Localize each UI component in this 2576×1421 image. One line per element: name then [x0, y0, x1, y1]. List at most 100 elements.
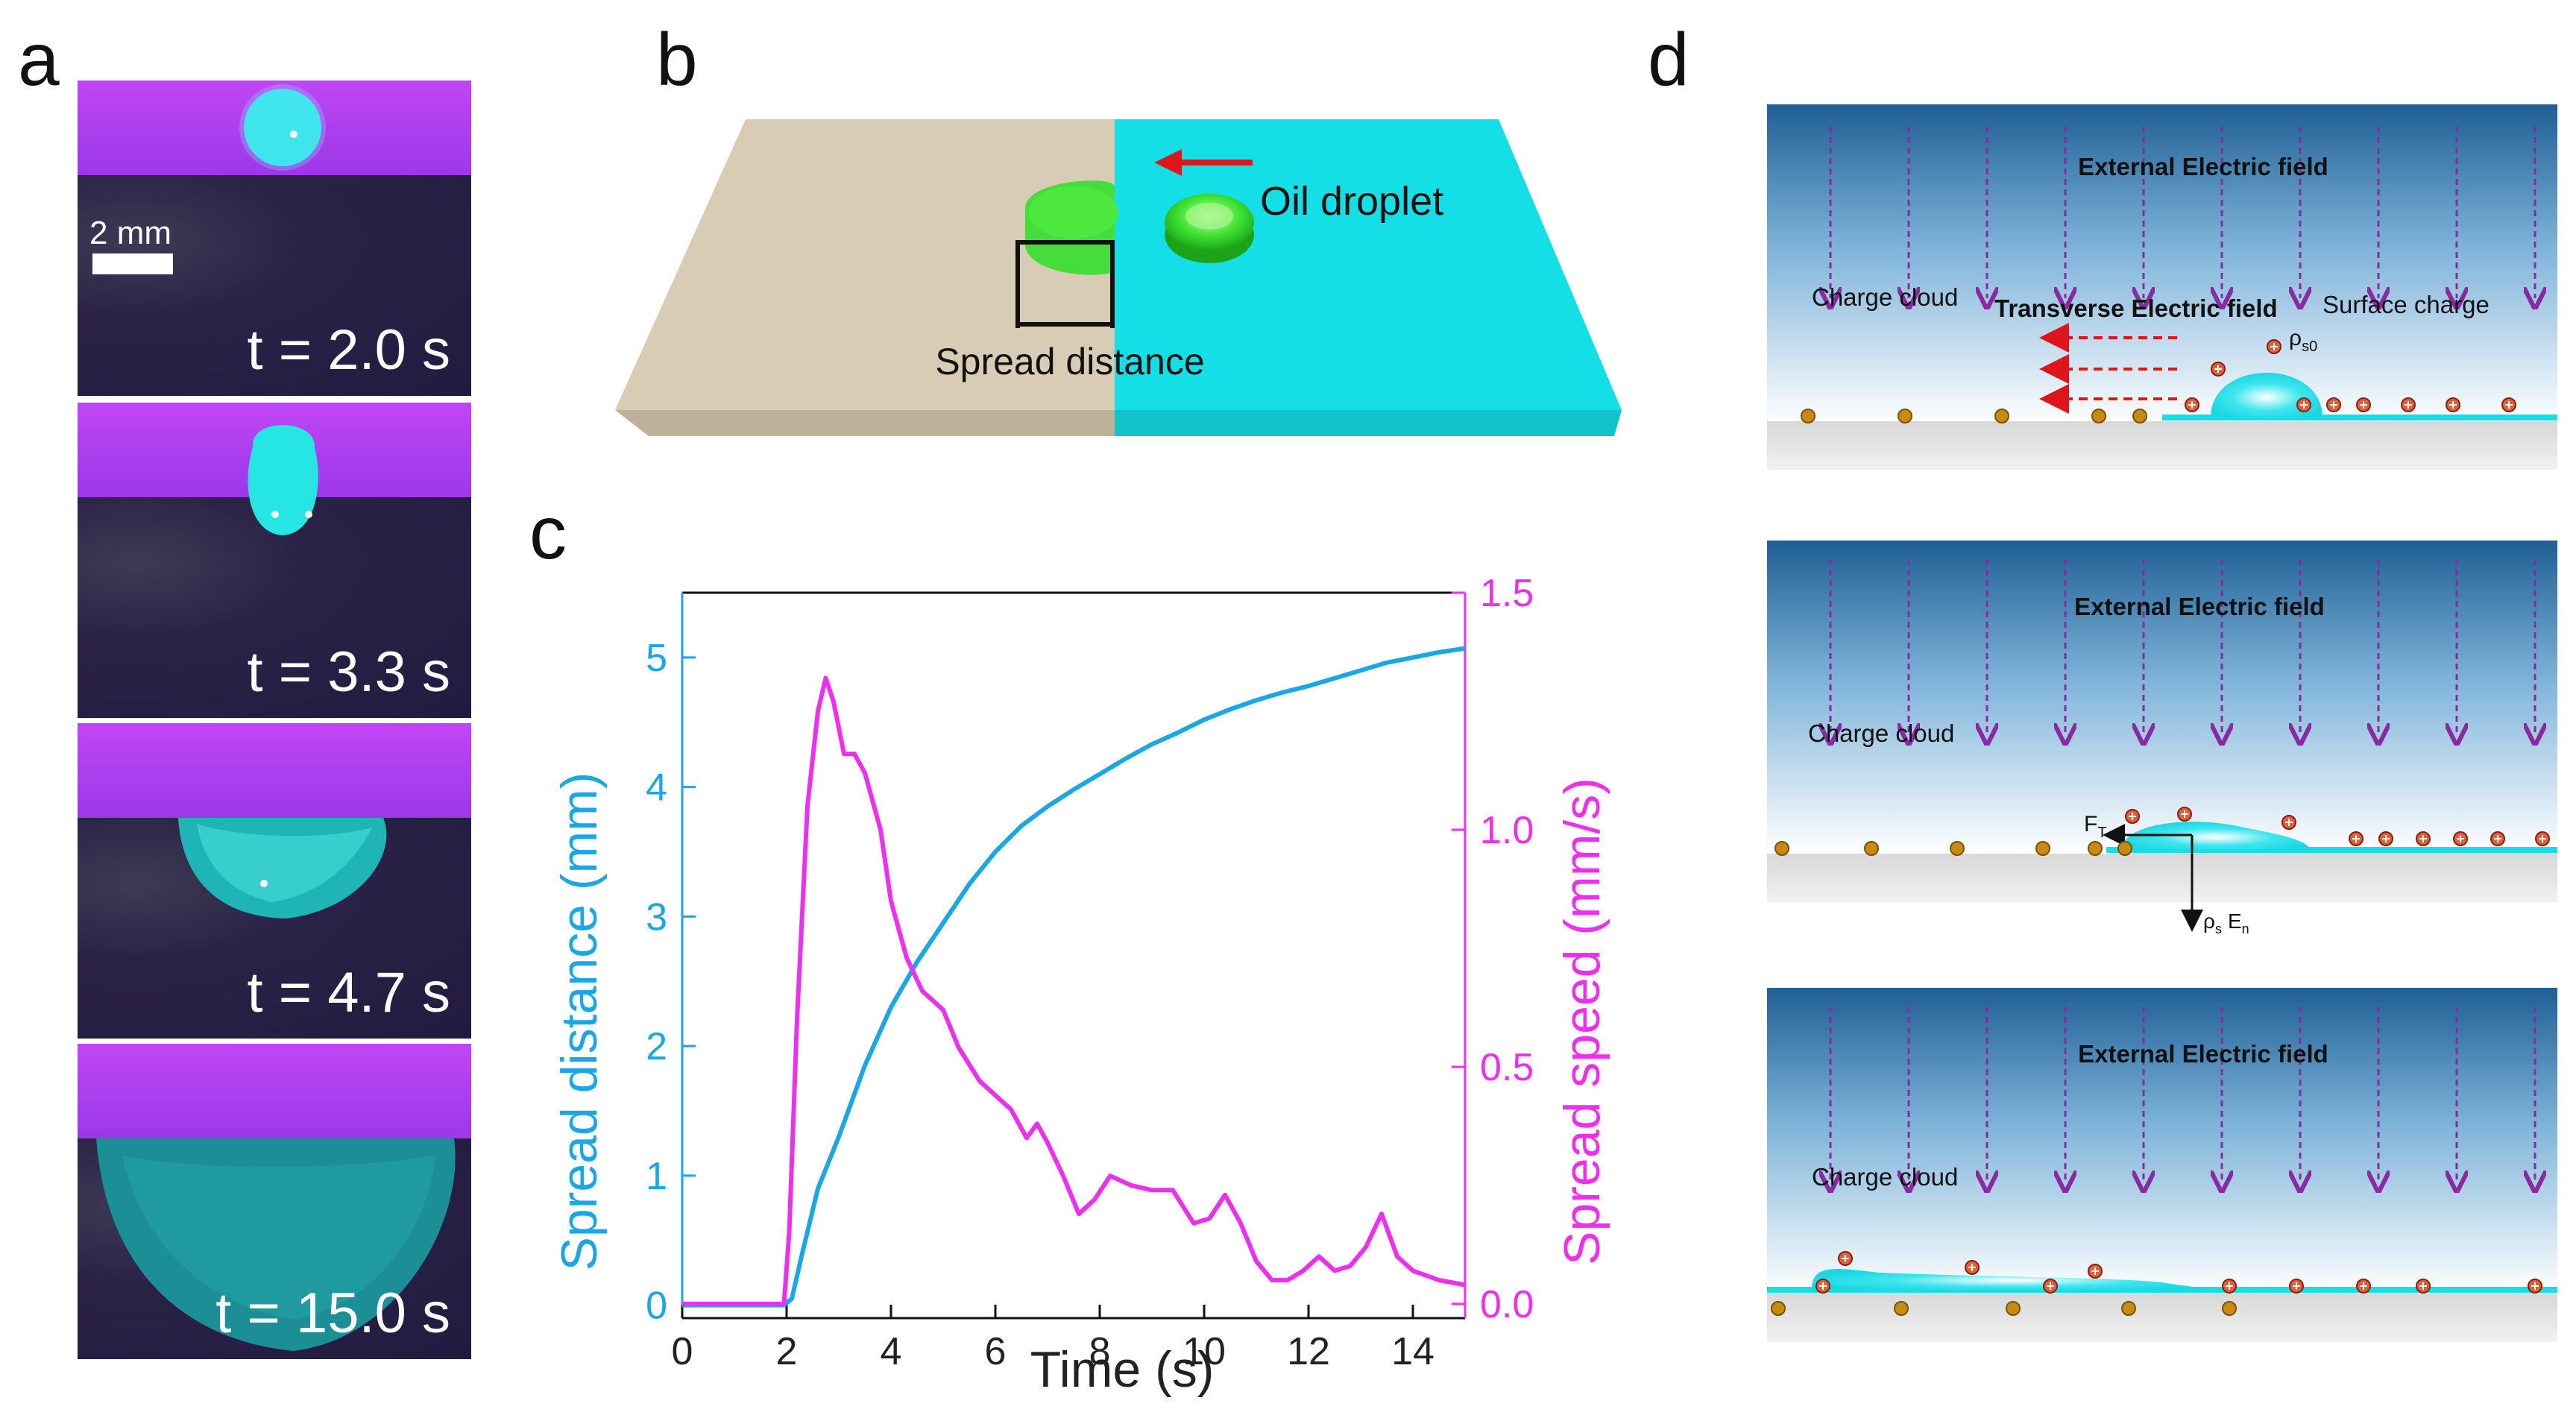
photo-frame-4: t = 15.0 s [78, 1044, 471, 1359]
panel-letter-b: b [656, 18, 698, 101]
rho-s0-label: ρs0 [2289, 326, 2317, 355]
frame-time-label: t = 2.0 s [247, 318, 451, 382]
positive-charge [2289, 1279, 2304, 1294]
droplet-1 [2211, 373, 2323, 418]
x-tick-label: 12 [1287, 1330, 1330, 1373]
positive-charge [2416, 1279, 2431, 1294]
negative-charge [1864, 841, 1879, 856]
x-tick-label: 14 [1391, 1330, 1435, 1373]
photo-frame-2: t = 3.3 s [78, 403, 471, 718]
positive-charge [1816, 1279, 1830, 1294]
negative-charge [1894, 1301, 1909, 1316]
droplet-3 [1812, 1268, 2214, 1290]
schematic-2: External Electric field Charge cloud FT … [1767, 541, 2557, 936]
negative-charge [1771, 1301, 1786, 1316]
x-axis-label: Time (s) [1030, 1341, 1215, 1398]
positive-charge [1838, 1251, 1853, 1266]
negative-charge [2006, 1301, 2021, 1316]
negative-charge [1950, 841, 1965, 856]
charge-cloud-label: Charge cloud [1808, 719, 1954, 747]
positive-charge [2281, 815, 2296, 830]
positive-charge [2222, 1279, 2237, 1294]
positive-charge [2535, 831, 2550, 846]
charge-cloud-label: Charge cloud [1812, 283, 1958, 311]
positive-charge [2356, 1279, 2371, 1294]
negative-charge [2091, 409, 2106, 423]
positive-charge [2088, 1264, 2103, 1279]
negative-charge [1898, 409, 1912, 423]
positive-charge [2528, 1279, 2542, 1294]
spread-bracket [1015, 240, 1115, 328]
negative-charge [2035, 841, 2050, 856]
positive-charge [2267, 339, 2281, 354]
negative-charge [2121, 1301, 2136, 1316]
x-tick-label: 8 [1089, 1330, 1111, 1373]
y-tick-label-right: 1.5 [1480, 572, 1534, 615]
panel-letter-a: a [18, 18, 60, 101]
positive-charge [2211, 362, 2226, 376]
negative-charge [2132, 409, 2147, 423]
positive-charge [2501, 397, 2516, 412]
panel-letter-d: d [1648, 18, 1689, 101]
schematic-3: External Electric field Charge cloud [1767, 988, 2557, 1342]
external-field-label: External Electric field [2078, 153, 2328, 180]
photo-frame-3: t = 4.7 s [78, 723, 471, 1039]
transverse-field-label: Transverse Electric field [1994, 294, 2278, 322]
positive-charge [2349, 831, 2364, 846]
frame-time-label: t = 15.0 s [215, 1282, 450, 1345]
positive-charge [2490, 831, 2505, 846]
positive-charge [2326, 397, 2341, 412]
y-tick-label-left: 5 [646, 637, 667, 680]
negative-charge [1994, 409, 2009, 423]
y-tick-label-right: 0.0 [1480, 1283, 1534, 1326]
y-axis-label-right: Spread speed (mm/s) [1554, 778, 1610, 1265]
negative-charge [1774, 841, 1789, 856]
surface-charge-label: Surface charge [2323, 291, 2490, 318]
positive-charge [2401, 397, 2416, 412]
positive-charge [2356, 397, 2371, 412]
positive-charge [2125, 809, 2140, 824]
positive-charge [2043, 1279, 2058, 1294]
external-field-label: External Electric field [2074, 593, 2325, 620]
photo-frame-1: 2 mm t = 2.0 s [78, 81, 471, 396]
panel-b-schematic: Oil droplet Spread distance [615, 119, 1622, 436]
positive-charge [2446, 397, 2460, 412]
force-label: FT [2084, 812, 2107, 841]
x-tick-label: 10 [1182, 1330, 1226, 1373]
y-axis-label-left: Spread distance (mm) [551, 772, 608, 1271]
negative-charge [1801, 409, 1816, 423]
x-tick-label: 2 [776, 1330, 798, 1373]
droplet-2 [2121, 822, 2311, 850]
y-tick-label-right: 1.0 [1480, 809, 1534, 852]
frame-time-label: t = 4.7 s [247, 961, 451, 1024]
scale-bar-label: 2 mm [89, 215, 171, 251]
spread-distance-label: Spread distance [935, 341, 1204, 382]
positive-charge [2177, 807, 2192, 822]
negative-charge [2222, 1301, 2237, 1316]
negative-charge [2088, 841, 2103, 856]
substrate-right [1115, 119, 1622, 410]
positive-charge [2416, 831, 2431, 846]
y-tick-label-left: 1 [646, 1155, 667, 1198]
panel-letter-c: c [529, 491, 567, 575]
positive-charge [2296, 397, 2311, 412]
positive-charge [2453, 831, 2468, 846]
y-tick-label-left: 0 [646, 1285, 667, 1328]
positive-charge [2378, 831, 2393, 846]
y-tick-label-left: 2 [646, 1025, 667, 1068]
x-tick-label: 4 [881, 1330, 902, 1373]
scale-bar [92, 253, 173, 274]
negative-charge [2117, 841, 2132, 856]
panel-d-schematics: External Electric field Charge cloud Tra… [1767, 104, 2557, 1342]
y-tick-label-right: 0.5 [1480, 1046, 1534, 1089]
speed-series-line [682, 675, 1466, 1306]
external-field-label: External Electric field [2078, 1040, 2328, 1068]
y-tick-label-left: 3 [646, 895, 667, 939]
normal-force-label: ρs En [2203, 910, 2249, 936]
y-tick-label-left: 4 [646, 766, 667, 810]
charge-cloud-label: Charge cloud [1812, 1163, 1958, 1191]
x-tick-label: 6 [985, 1330, 1007, 1373]
transverse-arrows [2039, 323, 2177, 414]
distance-series-line [682, 646, 1466, 1308]
